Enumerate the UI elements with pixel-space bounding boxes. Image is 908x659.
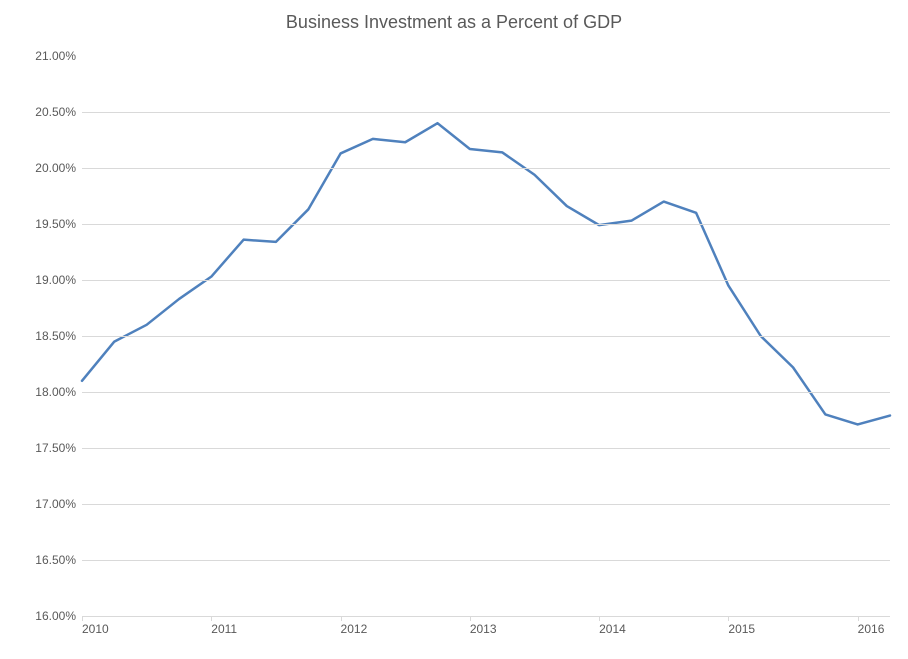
gridline (82, 504, 890, 505)
gridline (82, 448, 890, 449)
x-tick (599, 616, 600, 621)
y-tick-label: 20.00% (35, 161, 76, 175)
chart-container: Business Investment as a Percent of GDP … (0, 0, 908, 659)
gridline (82, 168, 890, 169)
gridline (82, 560, 890, 561)
y-tick-label: 18.50% (35, 329, 76, 343)
x-tick-label: 2011 (211, 622, 237, 636)
y-tick-label: 19.50% (35, 217, 76, 231)
x-tick-label: 2014 (599, 622, 626, 636)
x-tick (728, 616, 729, 621)
y-tick-label: 21.00% (35, 49, 76, 63)
gridline (82, 336, 890, 337)
plot-area: 16.00%16.50%17.00%17.50%18.00%18.50%19.0… (82, 56, 890, 617)
y-tick-label: 16.50% (35, 553, 76, 567)
chart-title: Business Investment as a Percent of GDP (0, 12, 908, 33)
x-tick (82, 616, 83, 621)
y-tick-label: 17.00% (35, 497, 76, 511)
gridline (82, 280, 890, 281)
x-tick (211, 616, 212, 621)
gridline (82, 392, 890, 393)
x-tick-label: 2013 (470, 622, 497, 636)
gridline (82, 616, 890, 617)
x-tick-label: 2010 (82, 622, 109, 636)
x-tick (341, 616, 342, 621)
x-tick (858, 616, 859, 621)
y-tick-label: 17.50% (35, 441, 76, 455)
gridline (82, 224, 890, 225)
x-tick-label: 2012 (341, 622, 368, 636)
x-tick-label: 2015 (728, 622, 755, 636)
gridline (82, 112, 890, 113)
x-tick-label: 2016 (858, 622, 885, 636)
y-tick-label: 16.00% (35, 609, 76, 623)
y-tick-label: 19.00% (35, 273, 76, 287)
y-tick-label: 20.50% (35, 105, 76, 119)
x-tick (470, 616, 471, 621)
y-tick-label: 18.00% (35, 385, 76, 399)
